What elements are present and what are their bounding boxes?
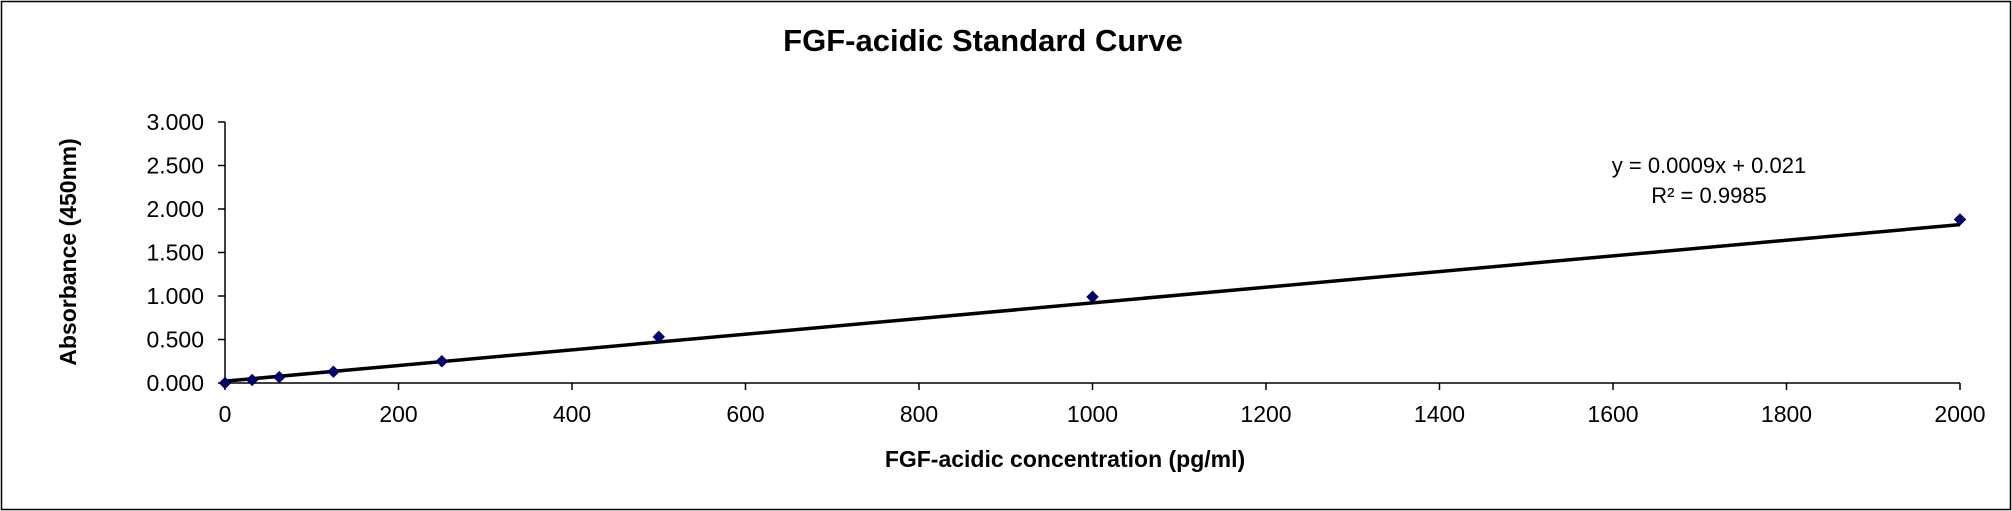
data-point: [245, 373, 259, 387]
trendline-r2: R² = 0.9985: [1651, 183, 1767, 208]
y-ticks-group: 0.000 0.500 1.000 1.500 2.000 2.500 3.000: [146, 109, 225, 396]
x-tick-label: 0: [219, 401, 232, 427]
x-tick-label: 1800: [1761, 401, 1812, 427]
y-tick-label: 3.000: [146, 109, 204, 135]
x-tick-label: 800: [900, 401, 938, 427]
x-tick-label: 1400: [1414, 401, 1465, 427]
y-tick-label: 2.500: [146, 153, 204, 179]
data-point: [1086, 290, 1099, 304]
x-tick-label: 400: [553, 401, 591, 427]
data-point: [327, 365, 340, 378]
y-tick-label: 0.000: [146, 370, 204, 396]
x-tick-label: 200: [379, 401, 417, 427]
data-point: [1953, 213, 1967, 226]
trendline-equation: y = 0.0009x + 0.021: [1612, 153, 1807, 178]
data-point: [435, 355, 449, 368]
x-tick-label: 1000: [1067, 401, 1118, 427]
x-tick-label: 1200: [1240, 401, 1291, 427]
y-axis-label: Absorbance (450nm): [55, 138, 81, 366]
x-ticks-group: 0 200 400 600 800 1000 1200 1400 1600 1800 2000: [219, 383, 1986, 427]
data-point: [273, 370, 286, 384]
x-tick-label: 1600: [1587, 401, 1638, 427]
x-tick-label: 600: [726, 401, 764, 427]
data-point: [218, 376, 232, 390]
x-tick-label: 2000: [1934, 401, 1985, 427]
x-axis-label: FGF-acidic concentration (pg/ml): [885, 446, 1245, 472]
data-point: [652, 330, 665, 344]
y-tick-label: 2.000: [146, 196, 204, 222]
y-tick-label: 1.500: [146, 240, 204, 266]
chart-title: FGF-acidic Standard Curve: [783, 23, 1183, 58]
y-tick-label: 0.500: [146, 327, 204, 353]
y-tick-label: 1.000: [146, 283, 204, 309]
data-points-group: [218, 213, 1967, 390]
